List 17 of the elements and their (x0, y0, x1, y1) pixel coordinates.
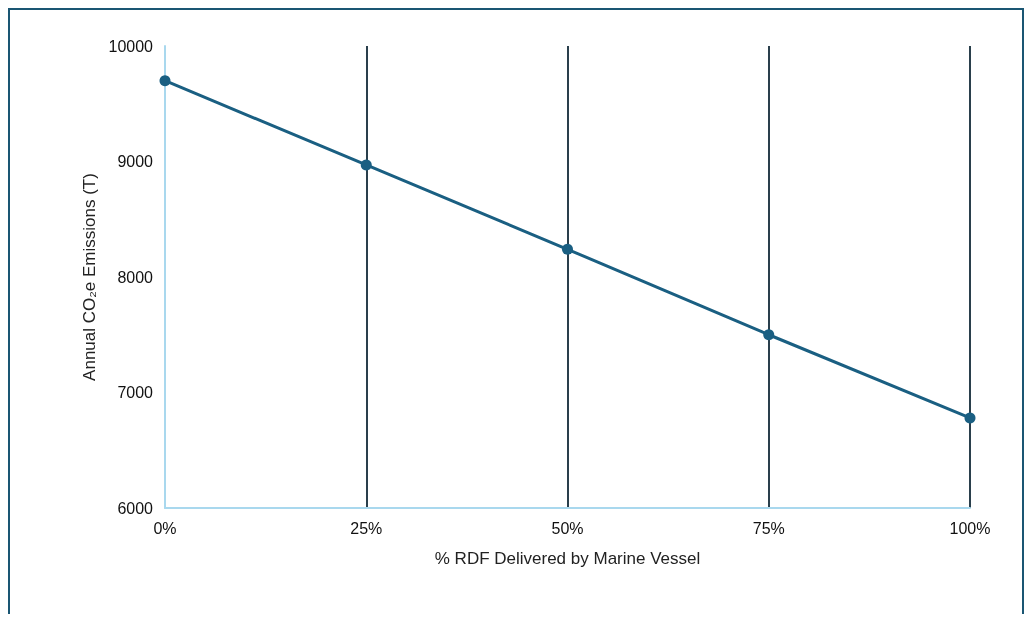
y-axis-title: Annual CO₂e Emissions (T) (79, 173, 99, 381)
point (159, 75, 171, 87)
point (964, 412, 976, 424)
y-tick-label: 7000 (117, 384, 154, 401)
point (360, 159, 372, 171)
x-tick-label: 75% (752, 519, 785, 537)
point (763, 329, 775, 341)
x-axis-title: % RDF Delivered by Marine Vessel (434, 549, 701, 568)
point (562, 243, 573, 255)
y-tick-label: 6000 (117, 499, 154, 517)
x-tick-label: 50% (551, 519, 584, 537)
x-tick-label: 0% (153, 519, 177, 537)
y-tick-label: 10000 (108, 37, 154, 55)
y-tick-label: 8000 (117, 268, 154, 286)
y-tick-label: 9000 (117, 153, 154, 170)
x-tick-label: 25% (350, 519, 383, 537)
x-tick-label: 100% (949, 519, 991, 537)
